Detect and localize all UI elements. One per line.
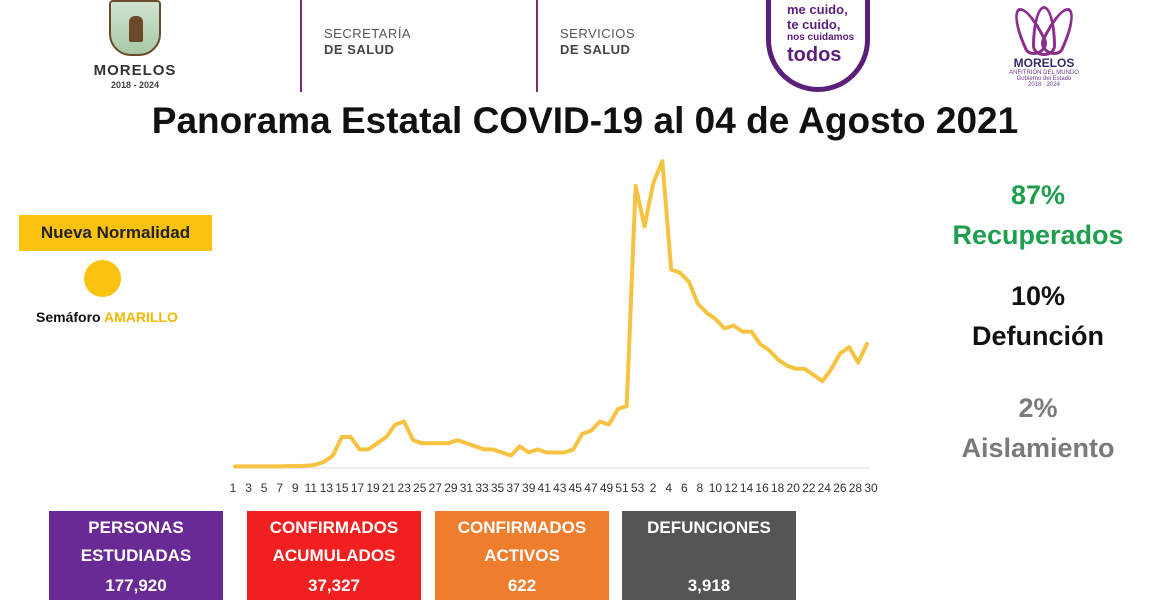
x-tick-label: 19 — [366, 481, 380, 495]
campaign-logo: me cuido, te cuido, nos cuidamos todos — [766, 0, 870, 92]
agency-secretaria-de-salud: SECRETARÍA DE SALUD — [324, 26, 412, 57]
x-tick-label: 8 — [696, 481, 703, 495]
x-tick-label: 30 — [864, 481, 878, 495]
x-tick-label: 16 — [755, 481, 769, 495]
x-tick-label: 37 — [506, 481, 520, 495]
agency-servicios-de-salud: SERVICIOS DE SALUD — [560, 26, 636, 57]
x-tick-label: 51 — [615, 481, 629, 495]
x-tick-label: 28 — [849, 481, 863, 495]
x-tick-label: 39 — [522, 481, 536, 495]
x-tick-label: 6 — [681, 481, 688, 495]
traffic-light-icon — [84, 260, 121, 297]
x-tick-label: 24 — [818, 481, 832, 495]
x-tick-label: 10 — [709, 481, 723, 495]
x-tick-label: 53 — [631, 481, 645, 495]
x-tick-label: 33 — [475, 481, 489, 495]
x-tick-label: 27 — [429, 481, 443, 495]
series-line — [233, 159, 869, 469]
stat-defuncion: 10% Defunción — [972, 281, 1104, 351]
x-axis-ticks: 1 3 5 7 9 11 13 15 17 19 21 23 25 27 29 31 33 35 37 39 41 43 4… — [230, 481, 878, 495]
coat-of-arms-icon — [109, 0, 161, 56]
x-tick-label: 18 — [771, 481, 785, 495]
x-tick-label: 7 — [276, 481, 283, 495]
morelos-state-logo: MORELOS 2018 - 2024 — [80, 0, 190, 100]
header-divider — [536, 0, 538, 92]
x-tick-label: 4 — [665, 481, 672, 495]
x-tick-label: 29 — [444, 481, 458, 495]
x-tick-label: 2 — [650, 481, 657, 495]
box-confirmados-acumulados: CONFIRMADOS ACUMULADOS 37,327 — [247, 511, 421, 600]
x-tick-label: 21 — [382, 481, 396, 495]
box-personas-estudiadas: PERSONAS ESTUDIADAS 177,920 — [49, 511, 223, 600]
x-tick-label: 15 — [335, 481, 349, 495]
header-divider — [300, 0, 302, 92]
x-tick-label: 35 — [491, 481, 505, 495]
semaforo-label: Semáforo AMARILLO — [36, 309, 178, 325]
covid-trend-chart: 1 3 5 7 9 11 13 15 17 19 21 23 25 27 29 31 33 35 37 39 41 43 4… — [230, 159, 878, 495]
stat-recuperados: 87% Recuperados — [952, 180, 1124, 250]
lotus-icon — [1007, 0, 1081, 59]
morelos-anfitrion-logo: MORELOS ANFITRIÓN DEL MUNDO Gobierno del… — [998, 0, 1090, 96]
x-tick-label: 5 — [261, 481, 268, 495]
x-tick-label: 45 — [569, 481, 583, 495]
nueva-normalidad-badge: Nueva Normalidad — [19, 215, 212, 251]
page-title: Panorama Estatal COVID-19 al 04 de Agost… — [151, 100, 1019, 141]
box-defunciones: DEFUNCIONES 3,918 — [622, 511, 796, 600]
x-tick-label: 20 — [787, 481, 801, 495]
x-tick-label: 41 — [538, 481, 552, 495]
x-tick-label: 26 — [833, 481, 847, 495]
x-tick-label: 13 — [320, 481, 334, 495]
x-tick-label: 47 — [584, 481, 598, 495]
x-tick-label: 3 — [245, 481, 252, 495]
x-tick-label: 22 — [802, 481, 816, 495]
x-tick-label: 43 — [553, 481, 567, 495]
x-tick-label: 9 — [292, 481, 299, 495]
x-tick-label: 1 — [230, 481, 237, 495]
box-confirmados-activos: CONFIRMADOS ACTIVOS 622 — [435, 511, 609, 600]
x-tick-label: 23 — [398, 481, 412, 495]
x-tick-label: 25 — [413, 481, 427, 495]
x-tick-label: 11 — [305, 481, 318, 495]
x-tick-label: 17 — [351, 481, 365, 495]
x-tick-label: 12 — [724, 481, 738, 495]
logo-years: 2018 - 2024 — [110, 80, 160, 90]
x-tick-label: 14 — [740, 481, 754, 495]
stat-aislamiento: 2% Aislamiento — [961, 393, 1115, 463]
x-tick-label: 49 — [600, 481, 614, 495]
x-tick-label: 31 — [460, 481, 474, 495]
logo-name: MORELOS — [93, 62, 177, 79]
semaforo-status: AMARILLO — [103, 309, 178, 325]
